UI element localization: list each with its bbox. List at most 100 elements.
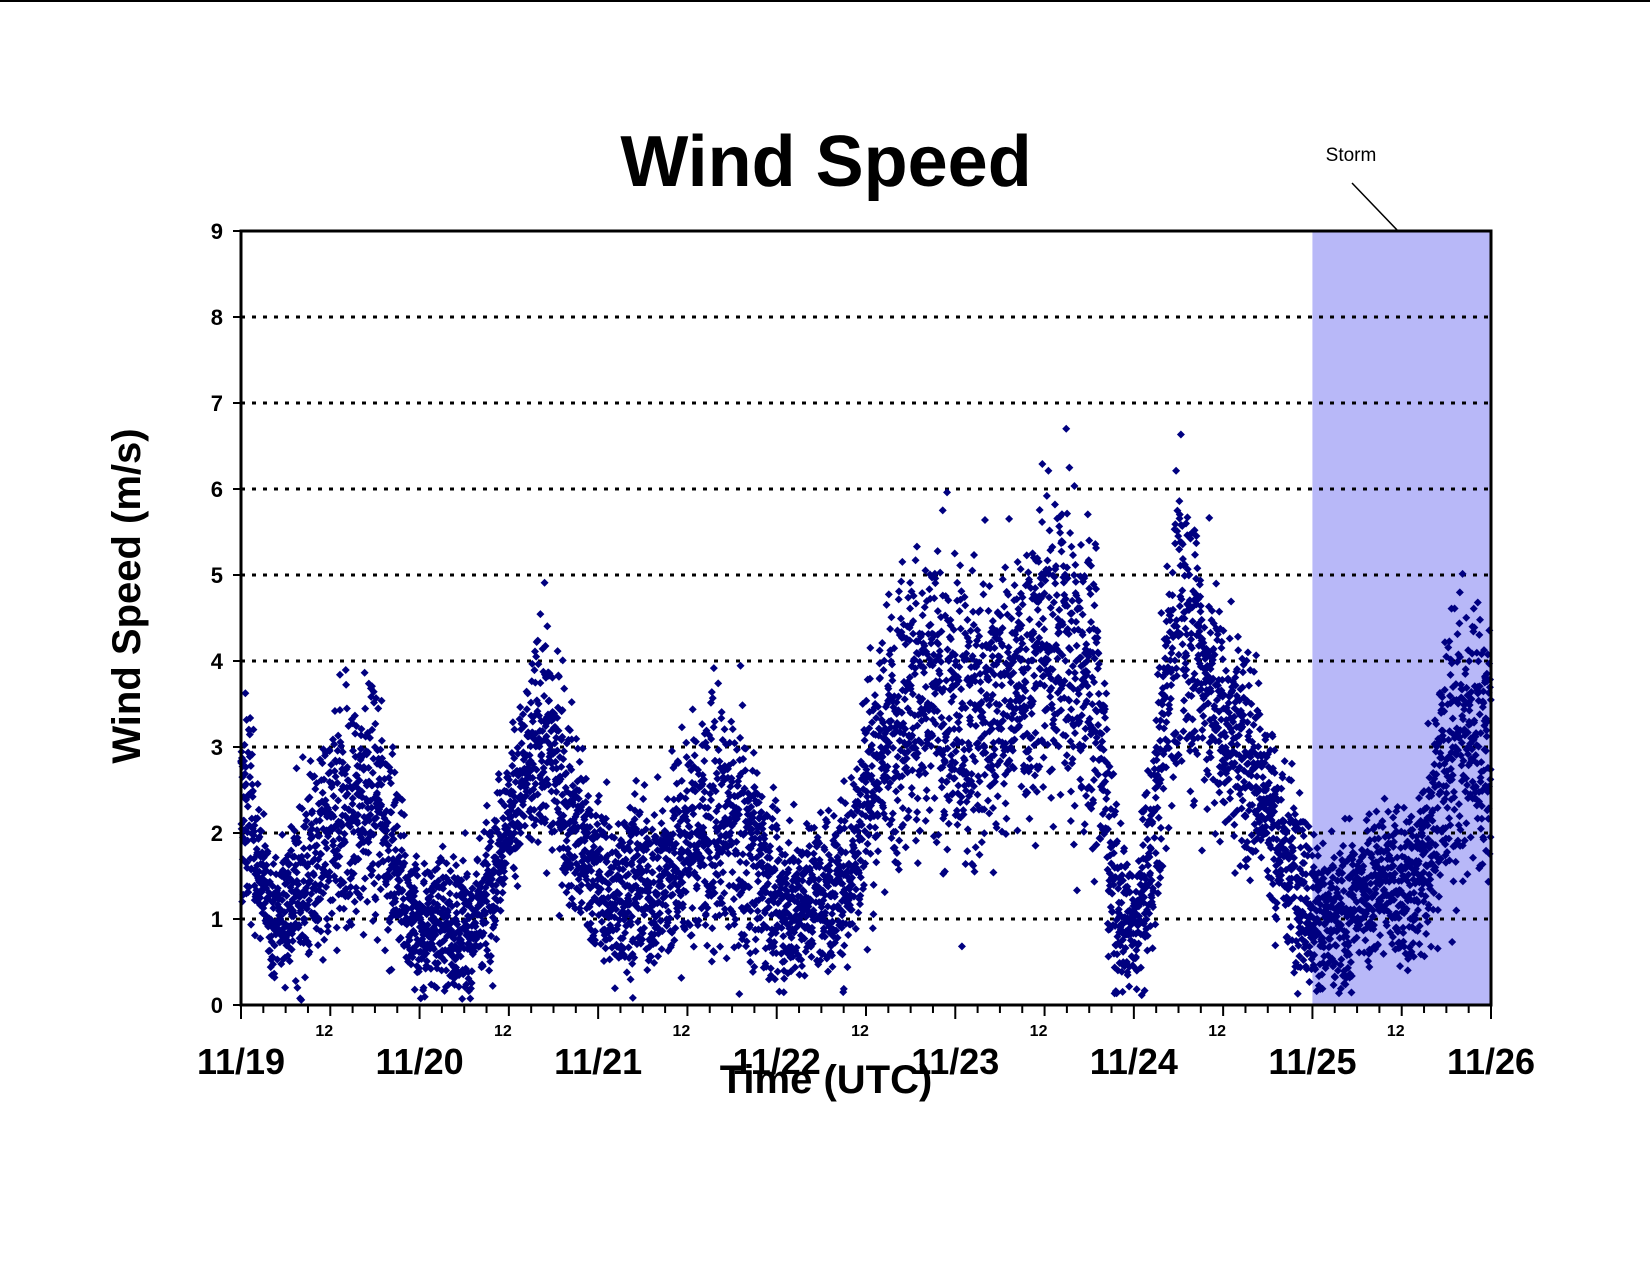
data-point [901,843,910,852]
data-point [1038,518,1047,527]
data-point [960,592,969,601]
data-point [245,730,254,739]
data-point [800,934,809,943]
data-point [381,946,390,955]
data-point [489,868,498,877]
data-point [928,731,937,740]
data-point [864,831,873,840]
data-point [681,794,690,803]
data-point [955,607,964,616]
data-point [668,890,677,899]
data-point [766,842,775,851]
data-point [361,704,370,713]
data-point [708,924,717,933]
data-point [639,855,648,864]
data-point [498,852,507,861]
data-point [654,853,663,862]
data-point [887,613,896,622]
data-point [628,993,637,1002]
data-point [494,769,503,778]
data-point [990,777,999,786]
data-point [273,884,282,893]
data-point [338,821,347,830]
data-point [865,724,874,733]
data-point [977,698,986,707]
data-point [304,940,313,949]
data-point [302,816,311,825]
data-point [621,928,630,937]
data-point [992,823,1001,832]
data-point [500,874,509,883]
data-point [400,811,409,820]
data-point [1005,514,1014,523]
data-point [805,842,814,851]
data-point [1064,629,1073,638]
data-point [468,884,477,893]
data-point [707,957,716,966]
data-point [857,820,866,829]
data-point [361,874,370,883]
data-point [915,826,924,835]
data-point [1069,742,1078,751]
data-point [1070,801,1079,810]
data-point [329,812,338,821]
data-point [651,832,660,841]
data-point [545,696,554,705]
data-point [685,864,694,873]
data-point [736,661,745,670]
data-point [633,851,642,860]
data-point [1037,580,1046,589]
data-point [911,664,920,673]
data-point [412,852,421,861]
data-point [1058,651,1067,660]
data-point [677,973,686,982]
data-point [682,738,691,747]
data-point [738,850,747,859]
data-point [1055,522,1064,531]
data-point [575,786,584,795]
data-point [705,848,714,857]
data-point [887,834,896,843]
data-point [605,955,614,964]
data-point [714,679,723,688]
data-point [433,959,442,968]
data-point [1105,762,1114,771]
data-point [728,725,737,734]
data-point [399,894,408,903]
data-point [618,838,627,847]
data-point [832,926,841,935]
data-point [516,828,525,837]
data-point [824,806,833,815]
data-point [849,892,858,901]
data-point [621,855,630,864]
data-point [1083,668,1092,677]
data-point [946,635,955,644]
data-point [467,967,476,976]
data-point [257,827,266,836]
data-point [1033,605,1042,614]
data-point [769,783,778,792]
data-point [250,821,259,830]
data-point [1097,729,1106,738]
data-point [918,630,927,639]
data-point [1028,697,1037,706]
data-point [376,745,385,754]
data-point [738,701,747,710]
data-point [388,743,397,752]
data-point [517,739,526,748]
data-point [1042,491,1051,500]
data-point [831,831,840,840]
data-point [335,852,344,861]
data-point [1075,717,1084,726]
data-point [881,814,890,823]
data-point [721,909,730,918]
data-point [991,772,1000,781]
data-point [838,908,847,917]
data-point [829,811,838,820]
data-point [1168,568,1177,577]
data-point [534,699,543,708]
data-point [558,706,567,715]
data-point [1089,798,1098,807]
data-point [987,638,996,647]
data-point [807,952,816,961]
